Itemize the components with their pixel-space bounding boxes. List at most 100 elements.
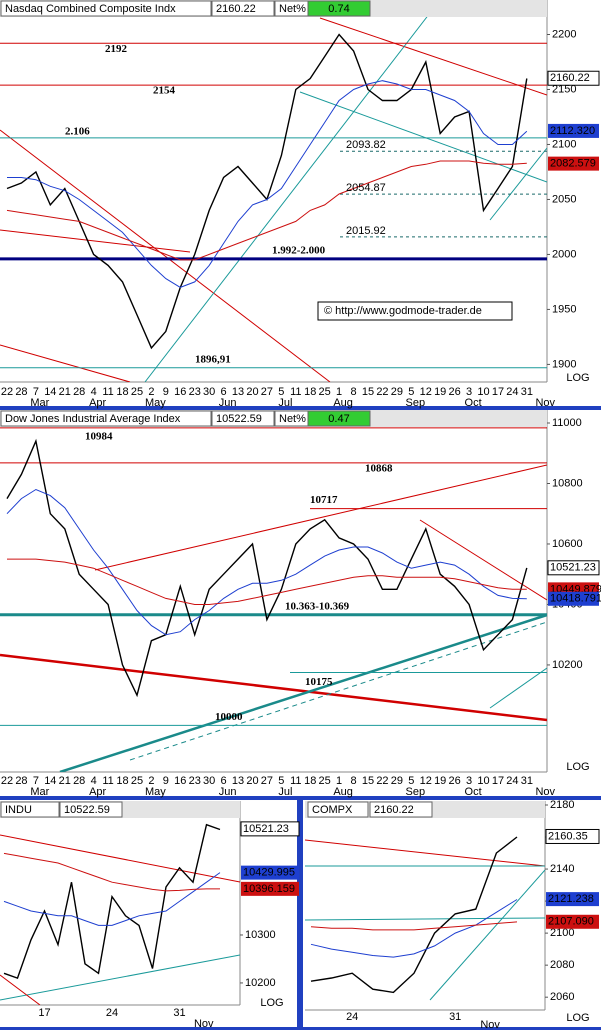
price-tag — [548, 591, 599, 606]
x-tick-label: 20 — [246, 775, 258, 787]
trend-line — [0, 344, 131, 382]
x-group-label: Aug — [333, 397, 353, 409]
separator — [0, 1027, 601, 1030]
x-group-label: Nov — [535, 786, 555, 798]
x-tick-label: 29 — [391, 386, 403, 398]
x-group-label: Sep — [406, 786, 426, 798]
trend-line — [0, 954, 240, 1001]
moving-average — [6, 160, 527, 261]
trend-line — [0, 229, 191, 253]
x-tick-label: 23 — [189, 775, 201, 787]
y-tick-label: 2000 — [552, 248, 576, 260]
moving-average — [6, 488, 527, 636]
x-tick-label: 26 — [449, 775, 461, 787]
x-tick-label: 27 — [261, 386, 273, 398]
x-tick-label: 24 — [106, 1007, 118, 1019]
level-label: 10717 — [310, 494, 338, 506]
price-tag — [546, 892, 599, 907]
y-tick-label: 2180 — [550, 799, 574, 811]
header-last: 10522.59 — [216, 413, 262, 425]
level-label: 10.363-10.369 — [285, 600, 350, 612]
price-tag — [548, 156, 599, 171]
x-tick-label: 4 — [91, 386, 97, 398]
level-label: 1896,91 — [195, 353, 231, 365]
log-label: LOG — [566, 761, 589, 773]
y-tick-label: 10200 — [245, 977, 276, 989]
x-tick-label: 24 — [506, 386, 518, 398]
level-label: 2054.87 — [346, 182, 386, 194]
header-last: 2160.22 — [216, 3, 256, 15]
x-tick-label: 25 — [131, 775, 143, 787]
log-label: LOG — [260, 997, 283, 1009]
level-label: 2015.92 — [346, 225, 386, 237]
price-tag — [240, 821, 300, 837]
header-title: Dow Jones Industrial Average Index — [5, 413, 181, 425]
x-tick-label: 18 — [304, 386, 316, 398]
x-tick-label: 25 — [131, 386, 143, 398]
x-group-label: Jul — [278, 397, 292, 409]
price-line — [3, 823, 221, 979]
header-box — [307, 410, 371, 427]
x-tick-label: 22 — [1, 775, 13, 787]
y-tick-label: 2150 — [552, 83, 576, 95]
x-tick-label: 2 — [148, 386, 154, 398]
price-tag-label: 2160.22 — [550, 72, 590, 84]
price-tag — [548, 123, 599, 138]
x-group-label: Oct — [465, 397, 482, 409]
price-tag-label: 10521.23 — [550, 562, 596, 574]
moving-average — [3, 852, 220, 892]
level-label: 1.992-2.000 — [272, 244, 326, 256]
x-tick-label: 17 — [492, 386, 504, 398]
header-box — [211, 0, 275, 17]
price-line — [310, 836, 518, 994]
price-tag-label: 10429.995 — [243, 867, 295, 879]
level-label: 2154 — [153, 85, 176, 97]
moving-average — [310, 921, 518, 931]
x-tick-label: 21 — [59, 775, 71, 787]
x-tick-label: 26 — [449, 386, 461, 398]
x-tick-label: 31 — [521, 775, 533, 787]
x-tick-label: 9 — [163, 386, 169, 398]
header-box — [211, 410, 275, 427]
x-group-label: Mar — [30, 786, 49, 798]
x-tick-label: 11 — [102, 386, 113, 398]
y-tick-label: 2140 — [550, 863, 574, 875]
x-tick-label: 28 — [15, 386, 27, 398]
x-tick-label: 30 — [203, 386, 215, 398]
x-tick-label: 15 — [362, 386, 374, 398]
x-tick-label: 29 — [391, 775, 403, 787]
x-tick-label: 13 — [232, 775, 244, 787]
x-tick-label: 18 — [116, 775, 128, 787]
trend-line — [429, 869, 545, 1001]
header-box — [0, 0, 212, 17]
level-label: 2192 — [105, 43, 128, 55]
header-title: INDU — [5, 804, 32, 816]
price-tag — [545, 828, 600, 844]
price-tag-label: 10521.23 — [243, 823, 289, 835]
y-tick-label: 10800 — [552, 477, 583, 489]
level-label: 10000 — [215, 711, 243, 723]
x-group-label: Oct — [465, 786, 482, 798]
x-tick-label: 17 — [492, 775, 504, 787]
log-label: LOG — [566, 372, 589, 384]
header-box — [307, 0, 371, 17]
y-tick-label: 10300 — [245, 929, 276, 941]
trend-line — [0, 129, 331, 382]
price-tag-label: 2112.320 — [550, 125, 595, 137]
level-label: 10868 — [365, 462, 393, 474]
x-tick-label: 5 — [278, 775, 284, 787]
x-tick-label: 28 — [73, 775, 85, 787]
x-group-label: May — [145, 397, 166, 409]
trend-line — [489, 147, 547, 221]
header-title: Nasdaq Combined Composite Indx — [5, 3, 176, 15]
price-tag-label: 2121.238 — [548, 893, 594, 905]
y-tick-label: 2060 — [550, 991, 574, 1003]
x-tick-label: 1 — [336, 775, 342, 787]
price-tag-label: 2082.579 — [550, 158, 596, 170]
trend-line — [489, 667, 547, 709]
price-tag — [547, 70, 600, 86]
x-tick-label: 6 — [221, 386, 227, 398]
price-tag-label: 10418.791 — [550, 593, 601, 605]
x-tick-label: 5 — [408, 386, 414, 398]
x-tick-label: 21 — [59, 386, 71, 398]
